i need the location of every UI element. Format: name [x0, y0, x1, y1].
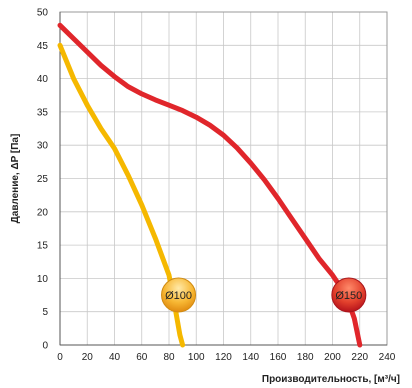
series-line-1	[57, 42, 186, 348]
y-tick-label: 25	[37, 174, 49, 185]
x-tick-label: 80	[163, 352, 175, 363]
x-tick-label: 40	[109, 352, 121, 363]
x-tick-label: 0	[57, 352, 63, 363]
x-tick-label: 160	[270, 352, 287, 363]
x-tick-label: 200	[324, 352, 341, 363]
x-axis-title: Производительность, [м³/ч]	[262, 374, 400, 385]
series-layer: Ø100 Ø150	[57, 22, 367, 348]
y-tick-label: 45	[37, 41, 49, 52]
axes	[59, 11, 388, 346]
y-tick-label: 30	[37, 141, 49, 152]
series-line-2	[57, 22, 363, 348]
y-tick-label: 5	[42, 307, 48, 318]
y-tick-label: 40	[37, 74, 49, 85]
y-axis-title: Давление, ΔP [Па]	[10, 134, 21, 224]
series-label-badge-2: Ø150	[331, 277, 367, 313]
series-badge-circle	[161, 277, 197, 313]
x-tick-label: 60	[136, 352, 148, 363]
x-tick-label: 120	[215, 352, 232, 363]
y-tick-label: 50	[37, 8, 49, 19]
series-label-badge-1: Ø100	[161, 277, 197, 313]
x-tick-label: 220	[351, 352, 368, 363]
series-badge-circle	[331, 277, 367, 313]
y-tick-label: 35	[37, 107, 49, 118]
y-tick-label: 10	[37, 274, 49, 285]
tick-labels: 0 20 40 60 80 100 120 140 160 180 200 220 240 0 5 10 15 2…	[37, 8, 396, 364]
y-tick-label: 0	[42, 341, 48, 352]
x-tick-label: 140	[242, 352, 259, 363]
y-tick-label: 20	[37, 207, 49, 218]
x-tick-label: 240	[379, 352, 396, 363]
x-tick-label: 180	[297, 352, 314, 363]
series-name-label: Ø150	[335, 290, 362, 302]
x-tick-label: 20	[82, 352, 94, 363]
y-tick-label: 15	[37, 241, 49, 252]
series-name-label: Ø100	[165, 290, 192, 302]
x-tick-label: 100	[188, 352, 205, 363]
